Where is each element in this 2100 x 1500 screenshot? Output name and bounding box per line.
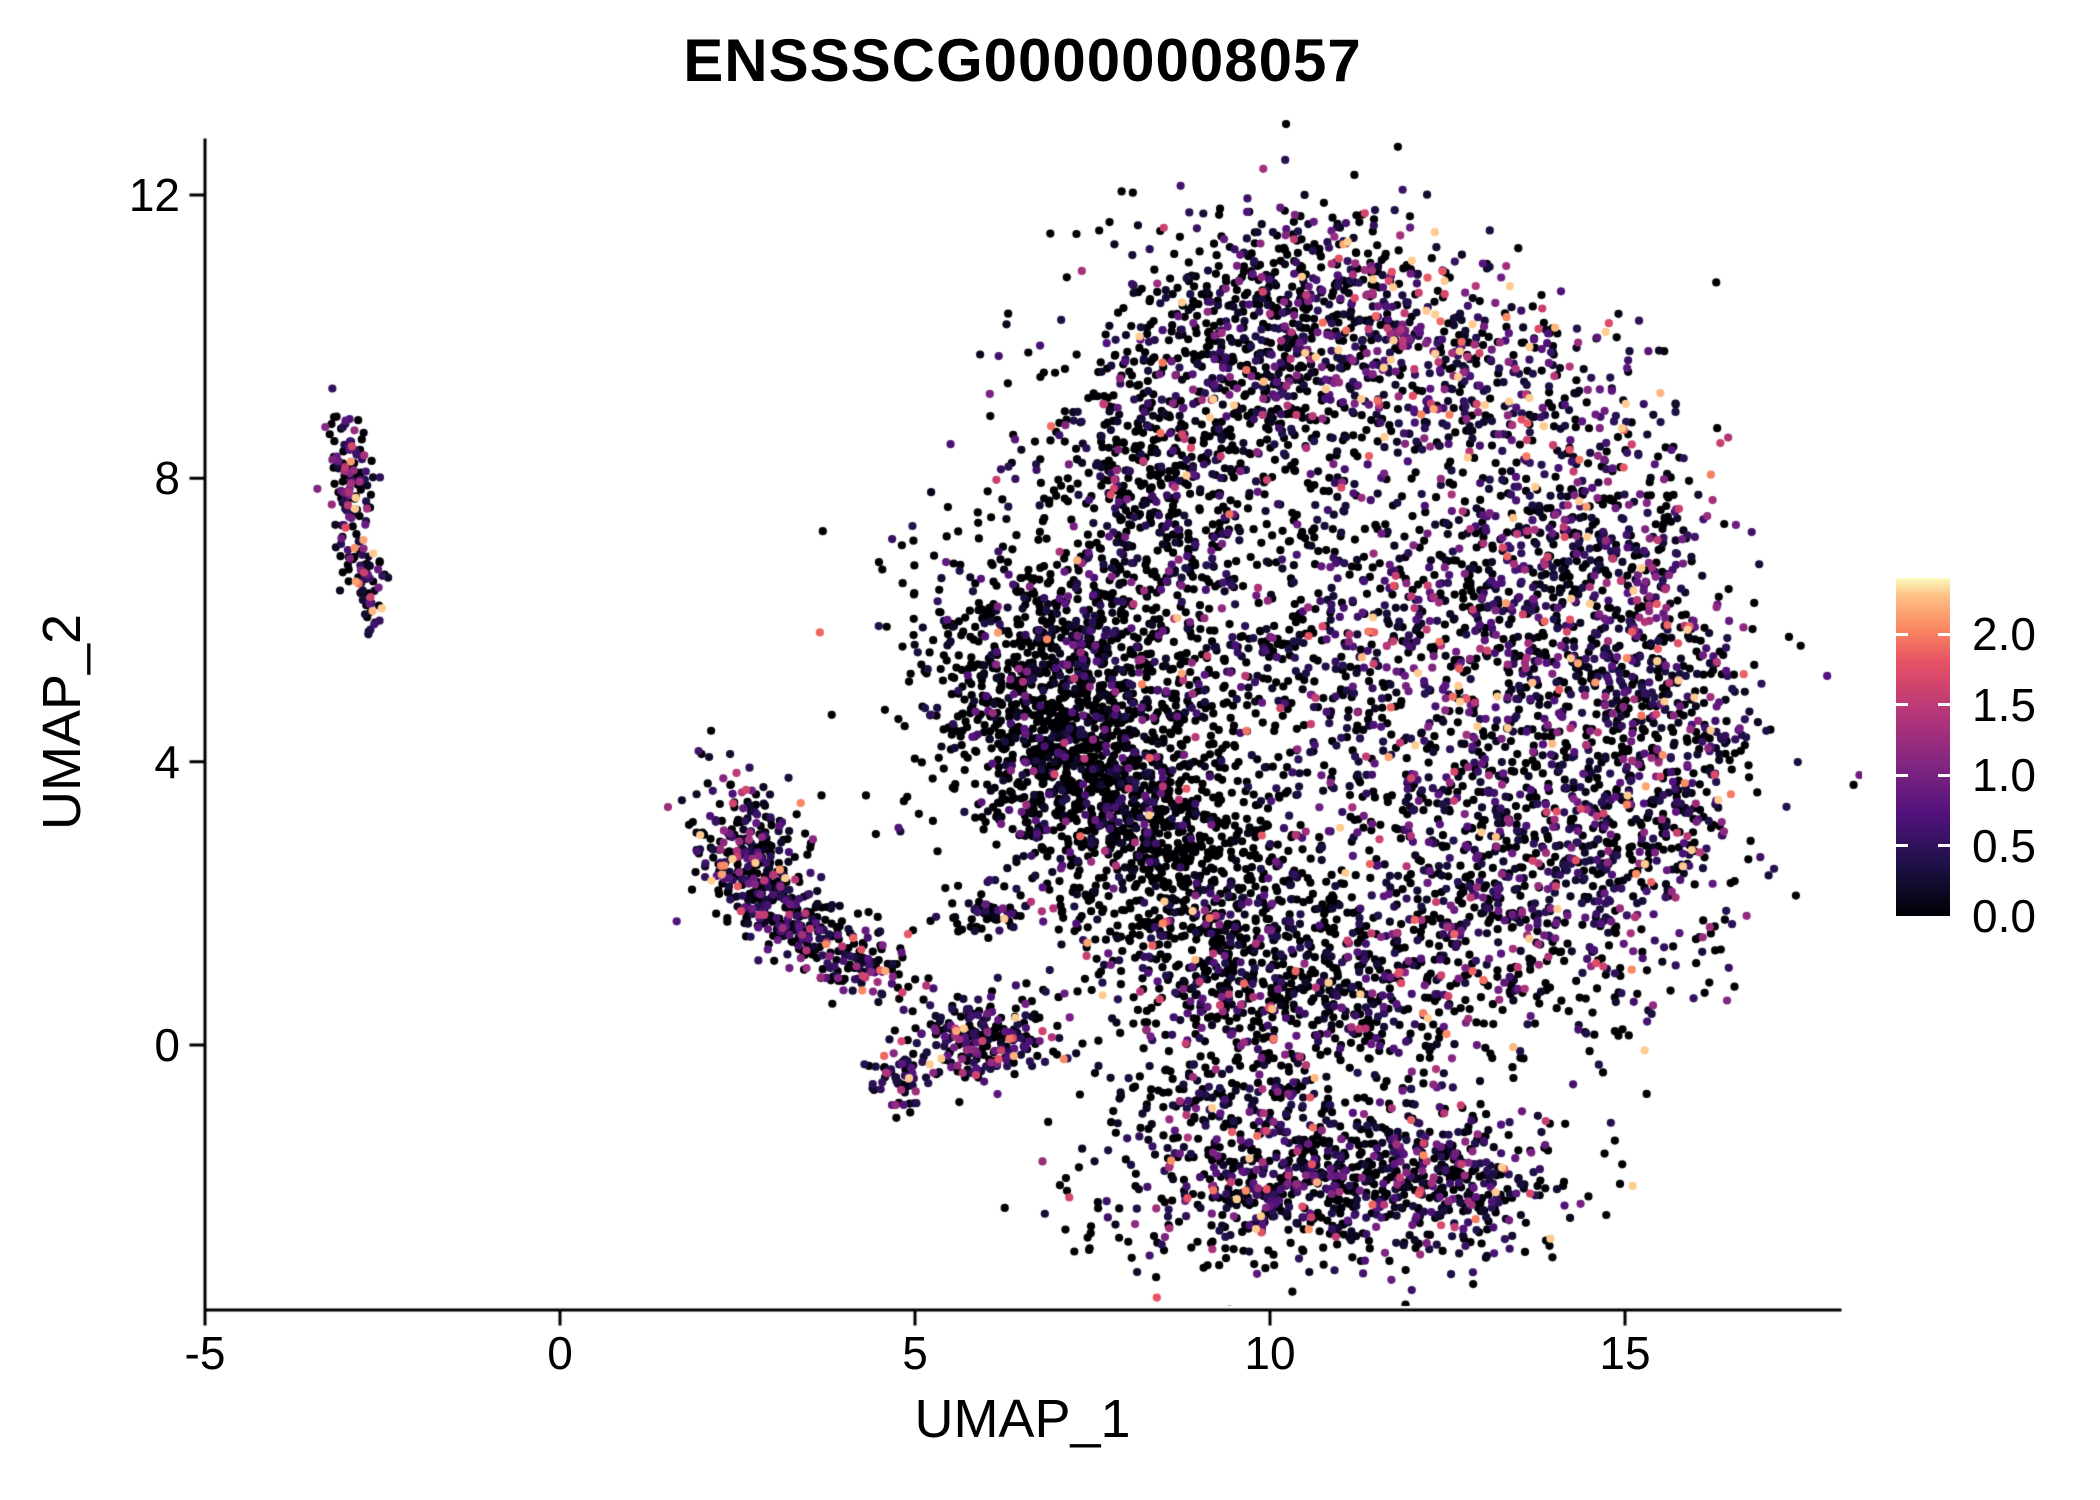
colorbar-tick-mark <box>1938 632 1950 636</box>
x-tick-label: 10 <box>1244 1327 1296 1379</box>
colorbar-gradient <box>1896 578 1950 916</box>
colorbar-tick-mark <box>1938 773 1950 777</box>
colorbar-tick-mark <box>1896 844 1908 848</box>
colorbar-tick-mark <box>1938 844 1950 848</box>
plot-title: ENSSSCG00000008057 <box>683 27 1362 94</box>
y-tick-label: 4 <box>154 735 180 788</box>
colorbar-tick-label: 1.0 <box>1972 749 2036 802</box>
x-tick-label: 5 <box>902 1327 928 1379</box>
colorbar-tick-mark <box>1896 632 1908 636</box>
y-tick-label: 8 <box>154 452 180 505</box>
colorbar-tick-mark <box>1896 703 1908 707</box>
y-axis-label: UMAP_2 <box>32 613 92 831</box>
colorbar-tick-label: 0.5 <box>1972 819 2036 872</box>
colorbar-tick-label: 1.5 <box>1972 678 2036 731</box>
x-axis-label: UMAP_1 <box>914 1389 1131 1449</box>
y-tick-label: 12 <box>128 169 180 222</box>
colorbar-tick-label: 0.0 <box>1972 890 2036 942</box>
y-tick-label: 0 <box>154 1019 180 1071</box>
x-tick-label: 0 <box>547 1327 573 1379</box>
x-tick-label: -5 <box>184 1327 226 1379</box>
colorbar-tick-mark <box>1938 703 1950 707</box>
colorbar-tick-mark <box>1896 773 1908 777</box>
colorbar-tick-label: 2.0 <box>1972 608 2036 661</box>
x-tick-label: 15 <box>1599 1327 1651 1379</box>
